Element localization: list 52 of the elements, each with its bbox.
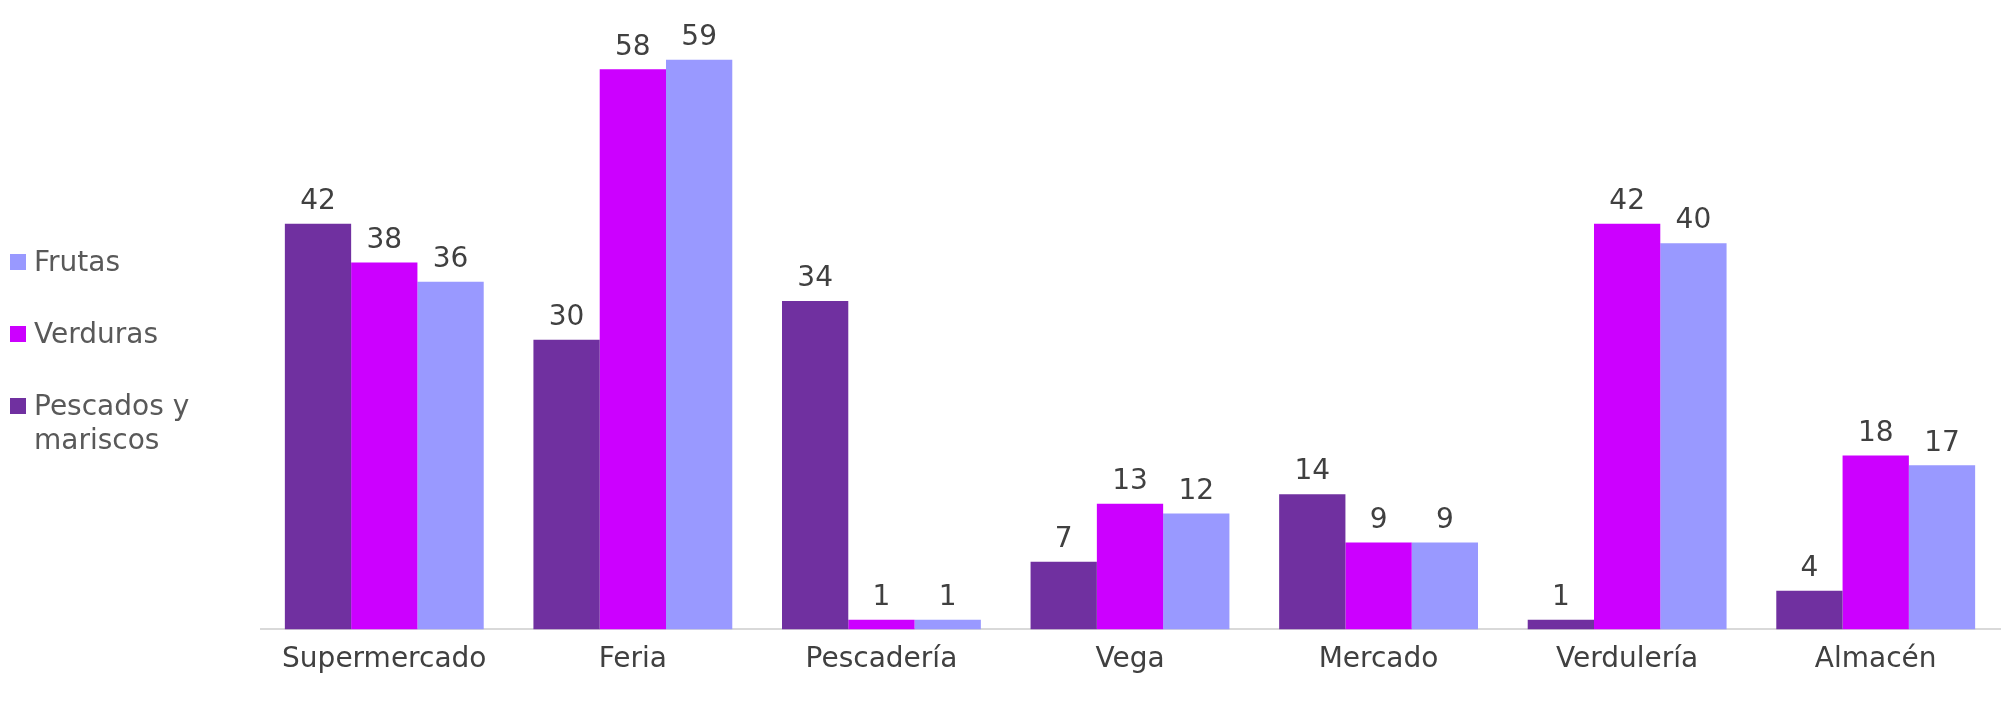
bar <box>599 69 666 630</box>
data-label: 40 <box>1675 202 1712 236</box>
bar <box>284 223 352 630</box>
x-tick-label: Mercado <box>1318 641 1439 675</box>
data-label: 4 <box>1800 550 1819 584</box>
bar <box>914 619 981 630</box>
data-label: 1 <box>872 579 891 613</box>
data-label: 36 <box>432 241 469 275</box>
data-label: 18 <box>1857 414 1894 448</box>
data-label: 58 <box>615 28 651 62</box>
bar <box>417 281 484 630</box>
data-label: 1 <box>938 579 957 613</box>
bar <box>1411 542 1478 630</box>
bar <box>1776 590 1843 630</box>
x-tick-label: Almacén <box>1814 641 1937 675</box>
x-tick-label: Vega <box>1095 641 1165 675</box>
data-label: 42 <box>300 183 336 217</box>
x-tick-label: Verdulería <box>1556 641 1699 675</box>
bar <box>666 59 733 630</box>
data-label: 30 <box>548 298 585 332</box>
data-label: 38 <box>366 221 403 255</box>
bar <box>1527 619 1594 630</box>
x-tick-label: Pescadería <box>805 641 958 675</box>
x-tick-label: Feria <box>598 641 667 675</box>
bar <box>782 301 849 630</box>
bar <box>533 339 600 630</box>
bar <box>351 262 418 630</box>
data-label: 14 <box>1294 453 1331 487</box>
bar <box>1163 513 1230 630</box>
data-label: 59 <box>681 18 717 52</box>
bar <box>1660 243 1727 630</box>
legend-label: Frutas <box>34 244 121 279</box>
data-label: 1 <box>1551 579 1570 613</box>
data-label: 13 <box>1112 463 1148 497</box>
data-label: 9 <box>1435 501 1454 535</box>
data-label: 7 <box>1054 521 1073 555</box>
legend-label: Verduras <box>34 316 159 351</box>
bar <box>848 619 915 630</box>
data-label: 34 <box>797 260 833 294</box>
bar <box>1594 223 1661 630</box>
bar <box>1030 561 1097 630</box>
bar <box>1279 494 1346 630</box>
data-label: 42 <box>1609 183 1645 217</box>
data-label: 12 <box>1178 472 1215 506</box>
bar <box>1096 503 1164 630</box>
data-label: 17 <box>1924 424 1960 458</box>
bar <box>1842 455 1909 630</box>
bar <box>1908 465 1976 630</box>
data-label: 9 <box>1369 501 1388 535</box>
legend-label: Pescados y mariscos <box>34 388 191 457</box>
bar <box>1345 542 1412 630</box>
x-tick-label: Supermercado <box>282 641 487 675</box>
